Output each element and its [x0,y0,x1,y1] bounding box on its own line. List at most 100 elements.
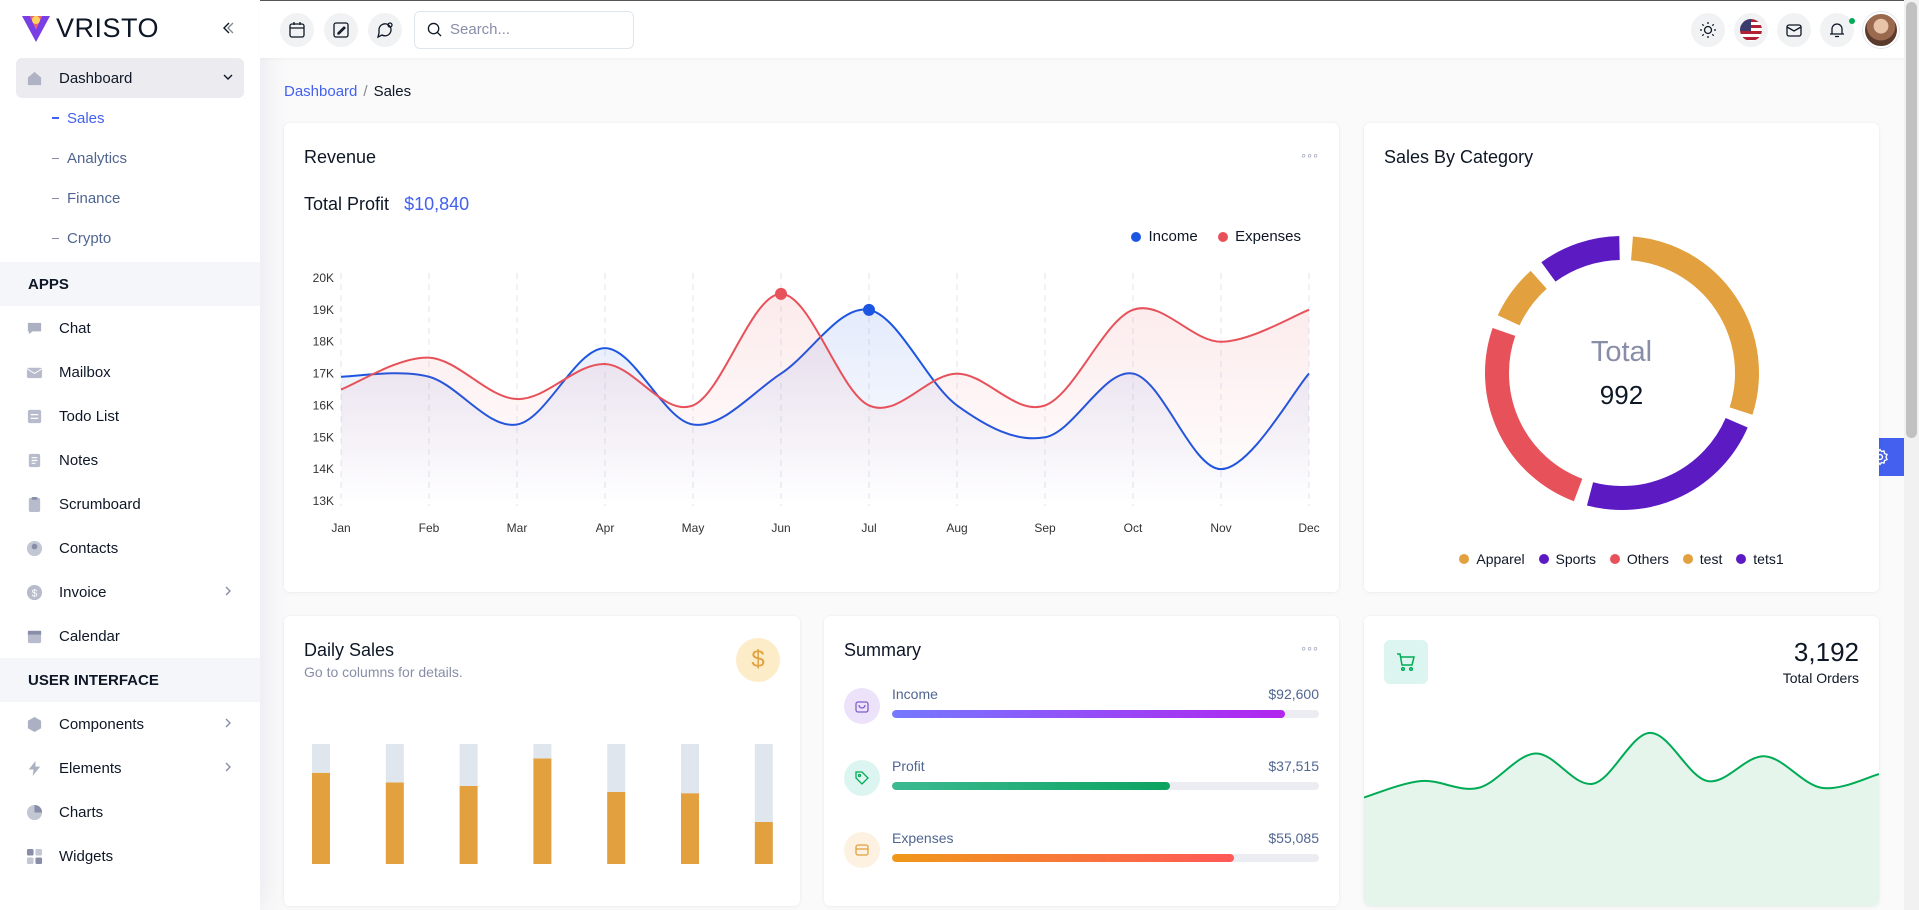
category-donut-chart [1485,236,1759,510]
sidebar-item-mailbox[interactable]: Mailbox [0,350,260,394]
chat-shortcut-button[interactable] [368,12,402,47]
daily-bar-remaining [533,744,552,759]
search-input[interactable] [450,21,610,38]
sidebar-item-scrumboard[interactable]: Scrumboard [0,482,260,526]
breadcrumb-current: Sales [373,83,412,100]
sidebar-subitem-sales[interactable]: Sales [0,98,260,138]
chevron-right-icon [222,760,234,776]
sidebar-item-calendar[interactable]: Calendar [0,614,260,658]
daily-bar-sales [385,782,404,864]
logo-icon[interactable] [20,12,52,44]
calendar-shortcut-button[interactable] [280,12,314,47]
total-orders-value: 3,192 [1793,637,1859,667]
sales-by-category-panel: Sales By Category Total 992 Apparel Spor… [1364,123,1879,592]
series-area-expenses [341,293,1309,506]
daily-sales-panel: Daily Sales Go to columns for details. $ [284,616,800,906]
sidebar-subitem-analytics[interactable]: Analytics [0,138,260,178]
daily-sales-subtitle: Go to columns for details. [304,664,463,680]
sidebar-item-label: Components [59,715,145,733]
daily-sales-title: Daily Sales [304,640,395,660]
sidebar-item-todo-list[interactable]: Todo List [0,394,260,438]
sidebar-item-widgets[interactable]: Widgets [0,834,260,878]
legend-marker [1538,554,1549,564]
y-tick-label: 13K [313,494,334,508]
sidebar-item-label: Elements [59,759,122,777]
donut-center-value: 992 [1599,380,1644,410]
search-box[interactable] [414,10,634,49]
section-heading-user-interface: USER INTERFACE [0,658,260,702]
dollar-icon: $ [736,638,780,682]
legend-apparel[interactable]: Apparel [1459,551,1525,567]
contacts-icon [26,540,43,556]
messages-button[interactable] [1777,12,1811,47]
legend-sports[interactable]: Sports [1538,551,1596,567]
breadcrumb: Dashboard / Sales [284,83,411,100]
daily-bar-remaining [754,744,773,822]
summary-row-expenses: Expenses $55,085 [844,830,1319,880]
notes-icon [28,453,41,467]
scrollbar[interactable] [1904,0,1919,910]
mailbox-icon [26,367,43,378]
total-profit: Total Profit $10,840 [304,194,469,215]
svg-text:$: $ [32,588,38,599]
header-actions [1691,11,1899,48]
daily-bar-remaining [312,744,330,773]
total-profit-label: Total Profit [304,194,390,214]
theme-toggle-button[interactable] [1691,12,1725,47]
sidebar-item-charts[interactable]: Charts [0,790,260,834]
summary-row-income: Income $92,600 [844,686,1319,736]
app-name[interactable]: VRISTO [56,12,160,43]
more-options-icon[interactable]: ◦◦◦ [1301,147,1319,163]
legend-income[interactable]: Income [1131,228,1198,245]
sidebar-subitem-label: Crypto [67,229,112,247]
legend-marker [1218,231,1229,242]
total-orders-panel: 3,192 Total Orders [1364,616,1879,906]
more-options-icon[interactable]: ◦◦◦ [1301,640,1319,656]
x-tick-label: Sep [1034,521,1056,535]
summary-label: Expenses [892,830,954,846]
legend-label: Expenses [1235,228,1301,245]
legend-marker [1736,554,1747,564]
sidebar-item-label: Dashboard [59,69,133,87]
legend-tets1[interactable]: tets1 [1736,551,1784,567]
total-orders-area-chart [1364,731,1879,906]
chat-icon [377,21,393,38]
sidebar-item-invoice[interactable]: $ Invoice [0,570,260,614]
collapse-sidebar-icon[interactable] [216,16,240,40]
sidebar-item-dashboard[interactable]: Dashboard [16,58,244,98]
sidebar-item-chat[interactable]: Chat [0,306,260,350]
x-tick-label: Jun [771,521,790,535]
donut-slice-tets1 [1541,236,1621,282]
edit-shortcut-button[interactable] [324,12,358,47]
sidebar-item-notes[interactable]: Notes [0,438,260,482]
legend-label: Apparel [1476,551,1525,567]
sidebar-subitem-crypto[interactable]: Crypto [0,218,260,258]
sidebar-item-components[interactable]: Components [0,702,260,746]
legend-test[interactable]: test [1682,551,1722,567]
scrumboard-icon [28,496,41,512]
chevron-right-icon [222,716,234,732]
legend-expenses[interactable]: Expenses [1218,228,1301,245]
x-tick-label: Jan [331,521,350,535]
y-tick-label: 17K [313,367,334,381]
sidebar-item-contacts[interactable]: Contacts [0,526,260,570]
language-selector-button[interactable] [1734,12,1768,47]
sidebar-item-elements[interactable]: Elements [0,746,260,790]
summary-value: $37,515 [1268,758,1319,774]
elements-icon [28,760,41,776]
x-tick-label: Nov [1210,521,1231,535]
sidebar-item-label: Charts [59,803,104,821]
legend-others[interactable]: Others [1609,551,1669,567]
peak-marker-income [863,303,875,316]
summary-value: $55,085 [1268,830,1319,846]
legend-label: Others [1626,551,1669,567]
summary-progress-track [892,782,1319,790]
summary-row-profit: Profit $37,515 [844,758,1319,808]
y-tick-label: 16K [313,398,334,412]
breadcrumb-dashboard-link[interactable]: Dashboard [284,83,358,100]
scrollbar-thumb[interactable] [1906,2,1917,438]
sidebar-subitem-finance[interactable]: Finance [0,178,260,218]
user-avatar[interactable] [1863,11,1899,48]
sales-by-category-title: Sales By Category [1384,147,1534,167]
notifications-button[interactable] [1820,12,1855,47]
